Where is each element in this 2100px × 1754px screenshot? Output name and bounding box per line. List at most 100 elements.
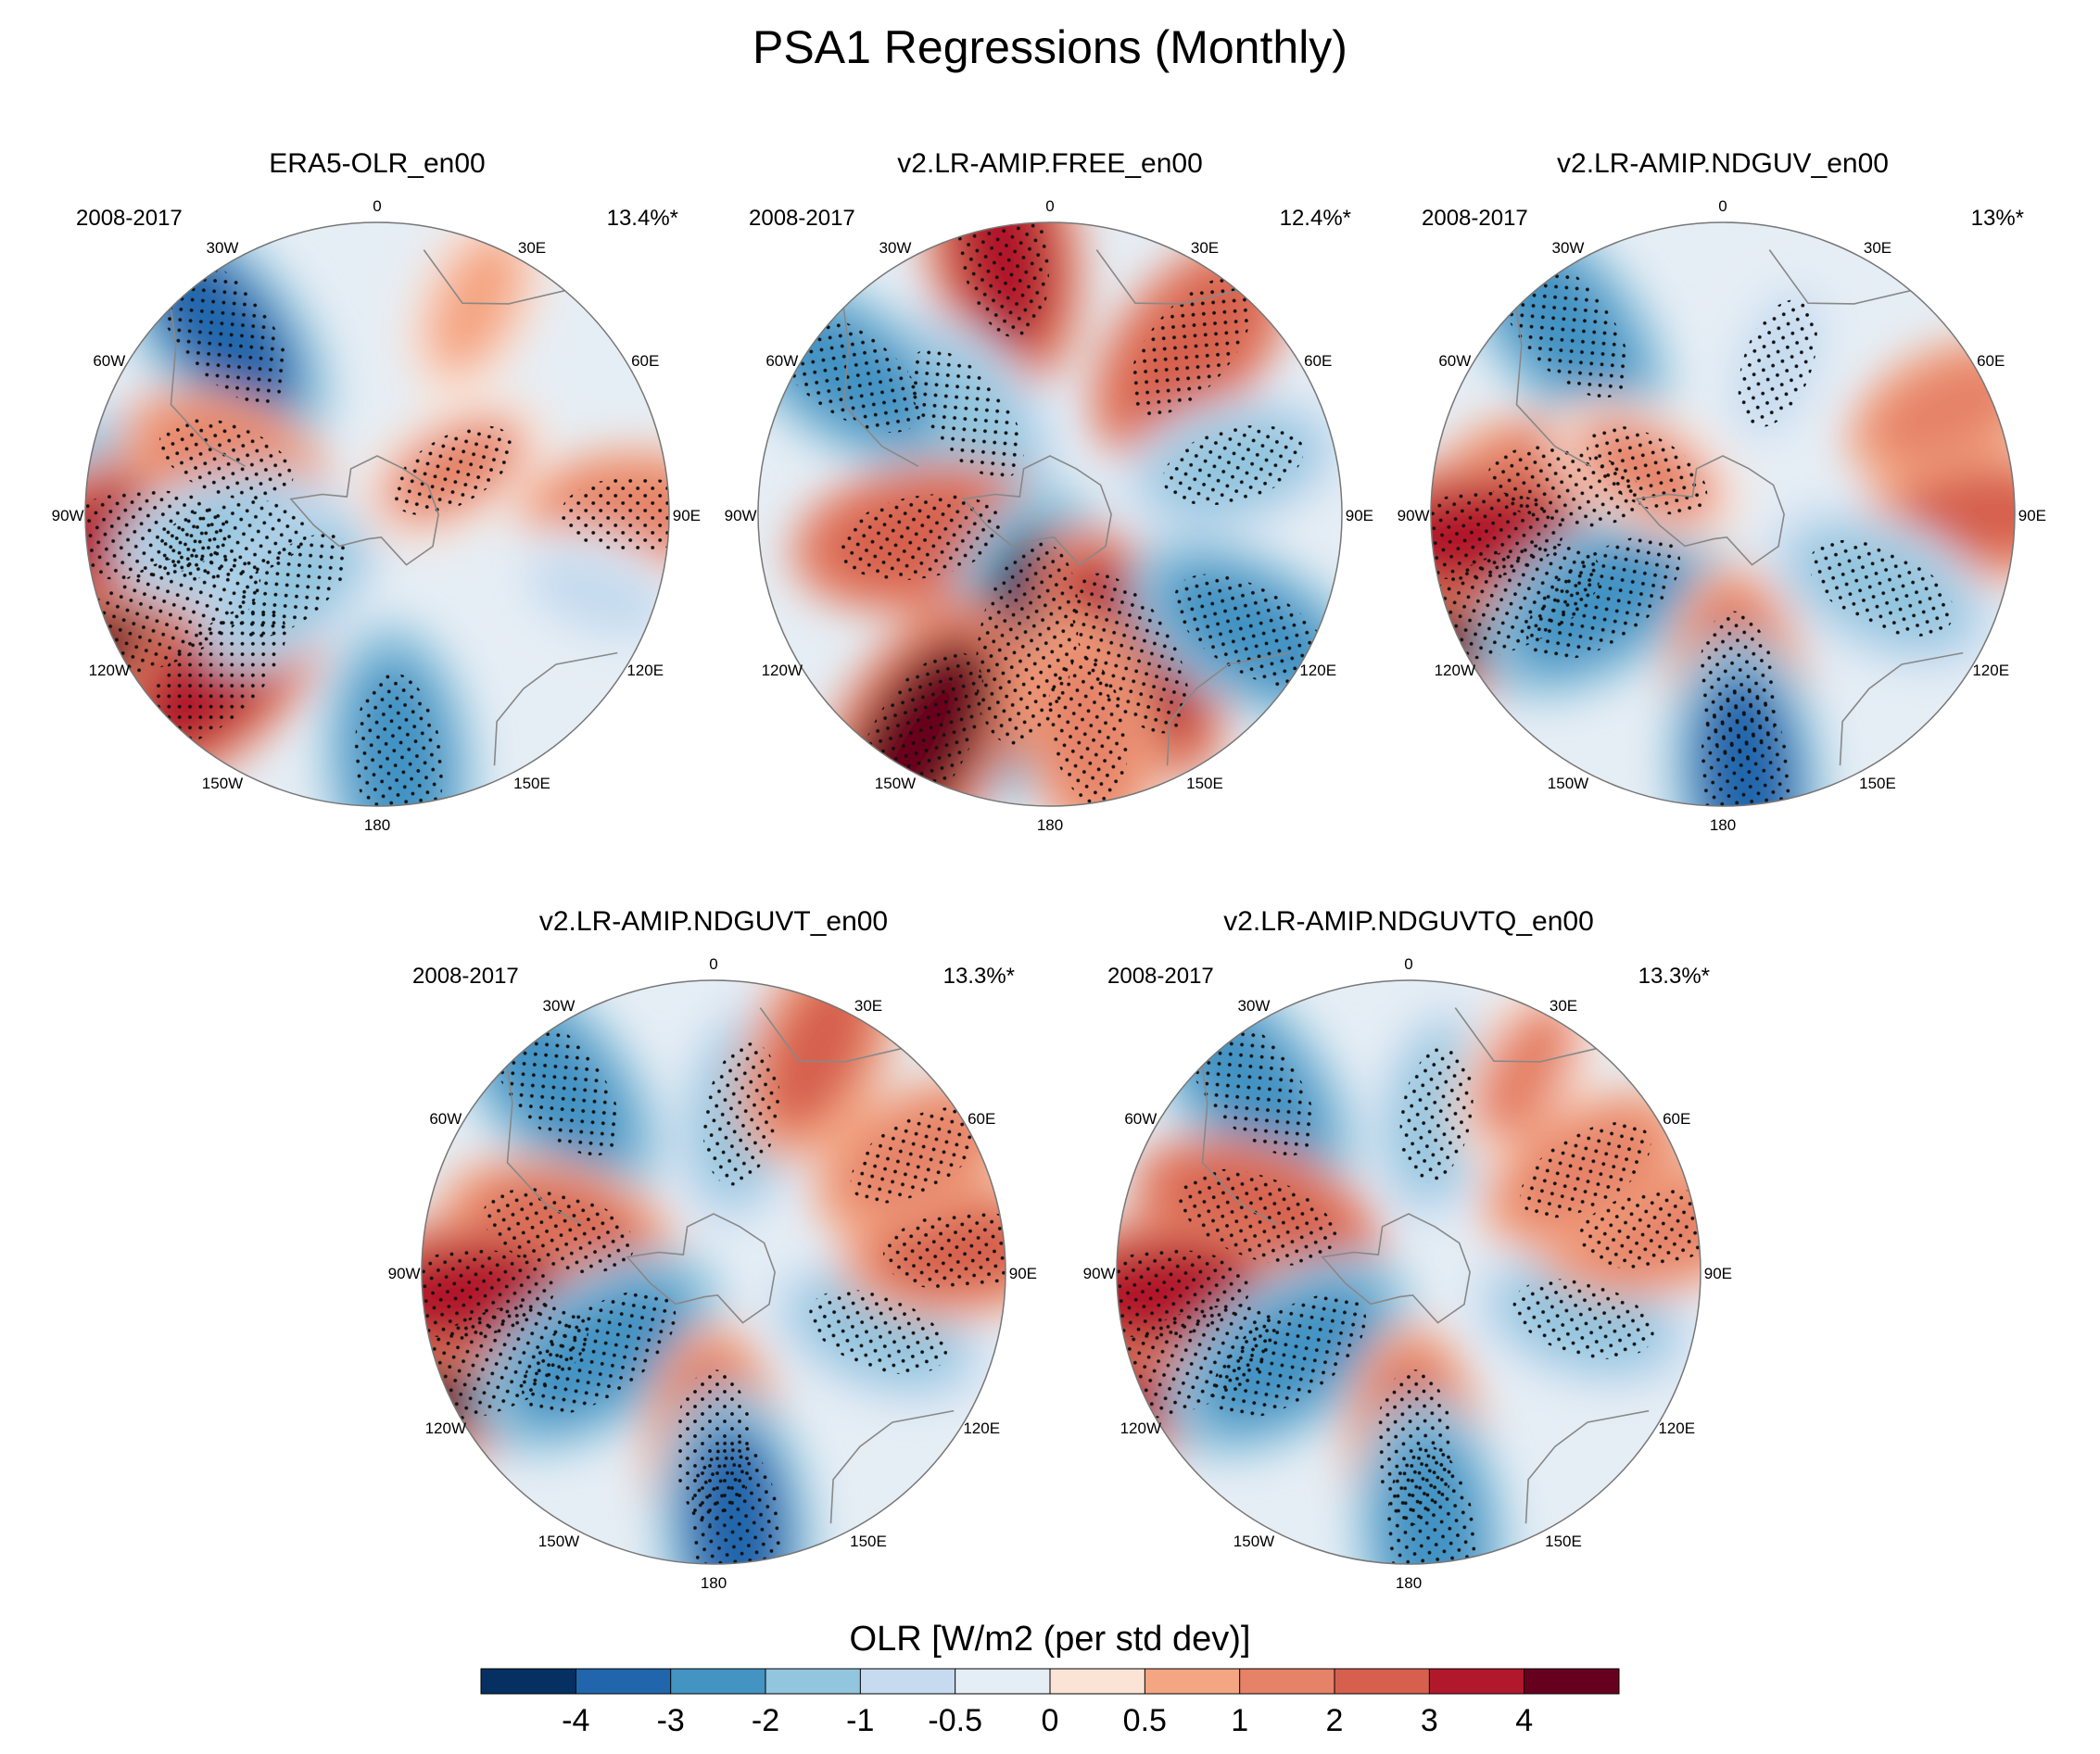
polar-map: 0 30E 60E 90E 120E 150E 180 150W 120W 90W 60W 30W — [1398, 197, 2046, 834]
longitude-label: 180 — [1710, 816, 1736, 834]
significance-stipple — [85, 550, 261, 675]
longitude-label: 150W — [538, 1533, 579, 1550]
longitude-label: 120W — [89, 662, 130, 679]
significance-stipple — [561, 477, 669, 551]
longitude-label: 120E — [626, 662, 664, 679]
longitude-label: 180 — [364, 816, 390, 834]
colorbar-tick-label: -0.5 — [928, 1703, 982, 1738]
map-panel-era5: 0 30E 60E 90E 120E 150E 180 150W 120W 90W 60W 30W E… — [44, 148, 711, 834]
period-label: 2008-2017 — [1107, 964, 1214, 989]
longitude-label: 60E — [968, 1110, 995, 1128]
significance-stipple — [522, 1290, 677, 1415]
longitude-label: 0 — [1718, 197, 1727, 215]
significance-stipple — [1048, 654, 1128, 805]
longitude-label: 60E — [1663, 1110, 1690, 1128]
longitude-label: 90E — [1009, 1265, 1037, 1282]
longitude-label: 0 — [373, 197, 381, 215]
panel-title: v2.LR-AMIP.NDGUVT_en00 — [538, 906, 889, 937]
colorbar-swatch — [1335, 1669, 1430, 1694]
australia-outline — [829, 1409, 955, 1524]
colorbar-swatch — [955, 1669, 1051, 1694]
map-border — [1430, 221, 2016, 807]
variance-percent: 12.4%* — [1279, 206, 1351, 231]
significance-stipple — [1211, 1293, 1367, 1419]
polar-map: 0 30E 60E 90E 120E 150E 180 150W 120W 90W 60W 30W — [1083, 955, 1732, 1592]
significance-stipple — [809, 1289, 948, 1375]
map-border — [421, 979, 1006, 1565]
period-label: 2008-2017 — [76, 206, 183, 231]
panel-title: v2.LR-AMIP.FREE_en00 — [897, 148, 1203, 179]
map-border — [84, 221, 670, 807]
africa-outline — [1095, 249, 1238, 305]
significance-stipple — [957, 222, 1049, 338]
colorbar-tick-label: 1 — [1231, 1703, 1248, 1738]
significance-stipple — [1701, 685, 1791, 806]
colorbar-swatch — [481, 1669, 576, 1694]
colorbar-swatch — [1524, 1669, 1620, 1694]
longitude-label: 90E — [1346, 507, 1373, 524]
longitude-label: 150W — [1548, 775, 1588, 792]
anomaly-core — [525, 549, 669, 640]
panel-title: ERA5-OLR_en00 — [269, 148, 486, 179]
variance-percent: 13.4%* — [606, 206, 678, 231]
antarctica-outline — [626, 1213, 776, 1324]
significance-stipple — [1587, 425, 1708, 515]
significance-stipple — [907, 348, 1024, 479]
map-border — [1116, 979, 1702, 1565]
polar-map: 0 30E 60E 90E 120E 150E 180 150W 120W 90W 60W 30W — [725, 197, 1373, 834]
map-panel-free: 0 30E 60E 90E 120E 150E 180 150W 120W 90W 60W 30W v… — [716, 148, 1384, 834]
longitude-label: 60W — [1438, 352, 1471, 370]
longitude-label: 60E — [1977, 352, 2005, 370]
colorbar-tick-label: -3 — [657, 1703, 685, 1738]
longitude-label: 120W — [1435, 662, 1475, 679]
longitude-label: 120W — [1120, 1420, 1161, 1437]
longitude-label: 120E — [1658, 1420, 1695, 1437]
africa-outline — [759, 1007, 902, 1063]
anomaly-core — [1473, 999, 1578, 1141]
colorbar-tick-label: 2 — [1326, 1703, 1344, 1738]
longitude-label: 90W — [1083, 1265, 1116, 1282]
colorbar-title: OLR [W/m2 (per std dev)] — [849, 1620, 1251, 1659]
africa-outline — [1768, 249, 1911, 305]
significance-stipple — [234, 533, 350, 637]
polar-map: 0 30E 60E 90E 120E 150E 180 150W 120W 90W 60W 30W — [388, 955, 1037, 1592]
south-america-outline — [1201, 1066, 1278, 1226]
figure-title: PSA1 Regressions (Monthly) — [753, 21, 1347, 73]
longitude-label: 30E — [854, 997, 882, 1015]
significance-stipple — [1128, 277, 1254, 416]
longitude-label: 120E — [1299, 662, 1336, 679]
significance-stipple — [158, 418, 294, 501]
map-panel-ndguvt: 0 30E 60E 90E 120E 150E 180 150W 120W 90W 60W 30W v… — [380, 906, 1047, 1592]
variance-percent: 13%* — [1970, 206, 2024, 231]
longitude-label: 0 — [1045, 197, 1054, 215]
colorbar-tick-label: -1 — [846, 1703, 874, 1738]
longitude-label: 60W — [93, 352, 125, 370]
longitude-label: 120W — [425, 1420, 466, 1437]
significance-stipple — [1173, 574, 1331, 688]
antarctica-outline — [289, 455, 439, 566]
longitude-label: 30W — [207, 239, 239, 257]
longitude-label: 30W — [543, 997, 576, 1015]
longitude-label: 60W — [765, 352, 798, 370]
longitude-label: 180 — [1037, 816, 1063, 834]
colorbar-frame — [480, 1668, 1620, 1695]
significance-stipple — [1399, 1045, 1474, 1182]
longitude-label: 150W — [202, 775, 243, 792]
significance-stipple — [1071, 573, 1189, 734]
longitude-label: 150W — [1233, 1533, 1274, 1550]
significance-stipple — [1387, 1445, 1476, 1564]
longitude-label: 30E — [518, 239, 546, 257]
significance-stipple — [838, 494, 1004, 581]
period-label: 2008-2017 — [1422, 206, 1528, 231]
significance-stipple — [1525, 536, 1681, 661]
significance-stipple — [690, 1437, 781, 1564]
map-border — [757, 221, 1343, 807]
longitude-label: 120E — [963, 1420, 1000, 1437]
longitude-label: 30W — [1552, 239, 1585, 257]
south-america-outline — [842, 308, 919, 468]
map-panel-ndguv: 0 30E 60E 90E 120E 150E 180 150W 120W 90W 60W 30W v… — [1389, 148, 2056, 834]
anomaly-core — [1894, 468, 2015, 561]
longitude-label: 0 — [709, 955, 717, 973]
polar-map: 0 30E 60E 90E 120E 150E 180 150W 120W 90W 60W 30W — [52, 197, 701, 834]
significance-stipple — [702, 1042, 780, 1186]
